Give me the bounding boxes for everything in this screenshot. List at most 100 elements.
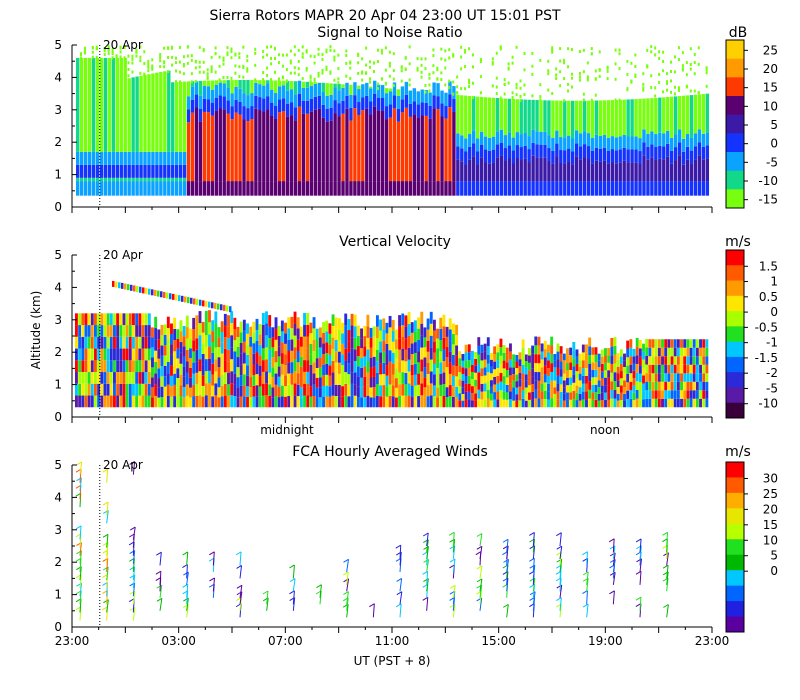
vv-cell xyxy=(480,344,484,353)
vv-cell xyxy=(581,391,585,400)
snr-cell xyxy=(590,150,595,164)
snr-speckle xyxy=(139,55,142,59)
snr-speckle xyxy=(689,62,692,66)
vv-cell xyxy=(471,357,474,365)
wind-barb xyxy=(639,558,642,572)
snr-speckle xyxy=(234,52,237,56)
vv-cell xyxy=(144,383,148,396)
vv-cell xyxy=(265,395,268,408)
vv-cell xyxy=(651,364,655,374)
wind-barb-flag xyxy=(449,558,456,563)
vv-cell xyxy=(493,384,497,393)
vv-cell xyxy=(607,362,611,371)
wind-barb xyxy=(372,603,375,618)
wind-barb xyxy=(186,572,189,585)
vv-cell xyxy=(680,398,683,408)
x-tick-label: 23:00 xyxy=(55,634,90,648)
snr-cell xyxy=(79,57,84,152)
snr-cell xyxy=(539,181,543,196)
vv-cell xyxy=(483,351,487,360)
snr-cell xyxy=(270,181,274,196)
vv-cell xyxy=(702,390,706,399)
vv-cell xyxy=(195,395,199,408)
snr-speckle xyxy=(242,75,245,79)
snr-cell xyxy=(175,181,179,196)
snr-cell xyxy=(681,95,686,139)
vv-cell xyxy=(512,360,516,368)
vv-cell xyxy=(471,379,474,387)
snr-speckle xyxy=(123,46,126,50)
vv-cell xyxy=(458,365,462,373)
vv-cell xyxy=(81,372,85,384)
wind-barb-flag xyxy=(395,544,401,549)
vv-cell xyxy=(252,332,256,344)
snr-cell xyxy=(99,164,104,178)
vv-cell xyxy=(363,336,367,347)
snr-speckle xyxy=(630,61,633,65)
vv-cell xyxy=(379,352,383,364)
snr-speckle xyxy=(448,56,451,60)
snr-cell xyxy=(167,70,171,152)
vv-cell xyxy=(138,325,142,337)
snr-speckle xyxy=(266,45,269,49)
snr-cell xyxy=(345,95,349,109)
snr-speckle xyxy=(555,67,558,71)
snr-speckle xyxy=(693,72,696,76)
vv-cell xyxy=(702,381,706,391)
snr-cell xyxy=(392,82,397,96)
vv-cell xyxy=(147,348,151,361)
vv-cell xyxy=(610,363,614,373)
snr-speckle xyxy=(432,48,435,52)
vv-cell xyxy=(566,348,569,356)
snr-cell xyxy=(479,131,484,145)
snr-cell xyxy=(646,98,650,134)
snr-speckle xyxy=(159,53,162,57)
vv-cell xyxy=(432,352,436,364)
snr-speckle xyxy=(171,45,174,49)
vv-cell xyxy=(265,311,268,324)
snr-cell xyxy=(262,80,266,86)
snr-cell xyxy=(408,90,413,91)
wind-barb xyxy=(452,539,456,553)
snr-cell xyxy=(171,177,175,182)
snr-cell xyxy=(99,181,104,196)
snr-cell xyxy=(293,81,298,95)
vv-cell xyxy=(673,364,677,374)
vv-cell xyxy=(154,395,158,408)
wind-barb-flag xyxy=(208,557,215,562)
vv-cell xyxy=(328,354,332,366)
vv-cell xyxy=(214,383,218,396)
vv-cell xyxy=(125,313,129,326)
snr-cell xyxy=(689,150,694,164)
vv-cell xyxy=(353,326,357,338)
vv-cell xyxy=(214,347,218,360)
colorbar-swatch xyxy=(726,341,744,358)
wind-barb xyxy=(399,578,403,592)
vv-cell xyxy=(543,374,547,383)
vv-cell xyxy=(436,367,440,378)
vv-cell xyxy=(113,360,116,373)
vv-cell xyxy=(420,395,424,408)
vv-cell xyxy=(331,337,335,350)
vv-cell xyxy=(670,347,674,357)
snr-speckle xyxy=(567,65,570,69)
vv-cell xyxy=(135,360,139,373)
vv-cell xyxy=(363,356,367,367)
wind-barb xyxy=(239,591,243,605)
vv-cell xyxy=(202,300,205,307)
vv-cell xyxy=(471,386,474,394)
snr-cell xyxy=(87,181,92,196)
snr-cell xyxy=(155,177,159,182)
x-tick-label: 15:00 xyxy=(481,634,516,648)
snr-speckle xyxy=(365,46,368,50)
vv-cell xyxy=(208,395,211,408)
vv-cell xyxy=(512,367,516,375)
vv-cell xyxy=(296,317,300,329)
vv-cell xyxy=(493,354,497,362)
vv-cell xyxy=(255,341,259,353)
snr-cell xyxy=(567,181,571,196)
snr-speckle xyxy=(650,50,653,54)
vv-cell xyxy=(394,329,398,340)
wind-barb-flag xyxy=(529,531,535,536)
vv-cell xyxy=(312,373,316,385)
